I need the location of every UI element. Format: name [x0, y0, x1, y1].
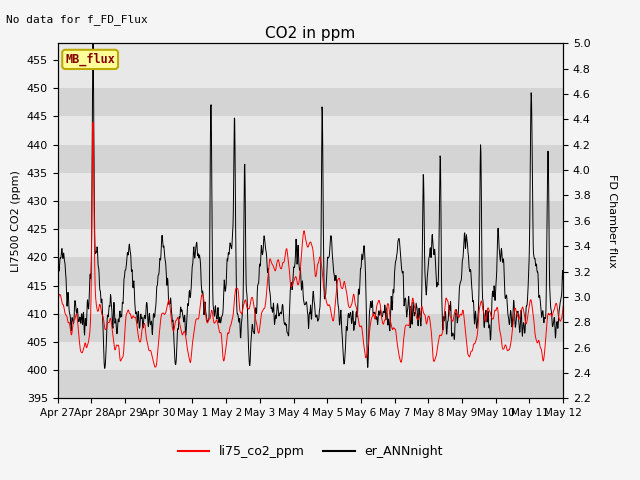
Bar: [58, 314, 563, 342]
Y-axis label: LI7500 CO2 (ppm): LI7500 CO2 (ppm): [11, 170, 21, 272]
Bar: [58, 201, 563, 229]
Bar: [58, 286, 563, 314]
Bar: [58, 144, 563, 173]
Title: CO2 in ppm: CO2 in ppm: [265, 25, 356, 41]
Bar: [58, 173, 563, 201]
Bar: [58, 60, 563, 88]
Y-axis label: FD Chamber flux: FD Chamber flux: [607, 174, 618, 268]
Legend: li75_co2_ppm, er_ANNnight: li75_co2_ppm, er_ANNnight: [173, 440, 448, 463]
Bar: [58, 229, 563, 257]
Bar: [58, 370, 563, 398]
Bar: [58, 88, 563, 117]
Bar: [58, 257, 563, 286]
Text: MB_flux: MB_flux: [65, 53, 115, 66]
Bar: [58, 342, 563, 370]
Text: No data for f_FD_Flux: No data for f_FD_Flux: [6, 14, 148, 25]
Bar: [58, 117, 563, 144]
